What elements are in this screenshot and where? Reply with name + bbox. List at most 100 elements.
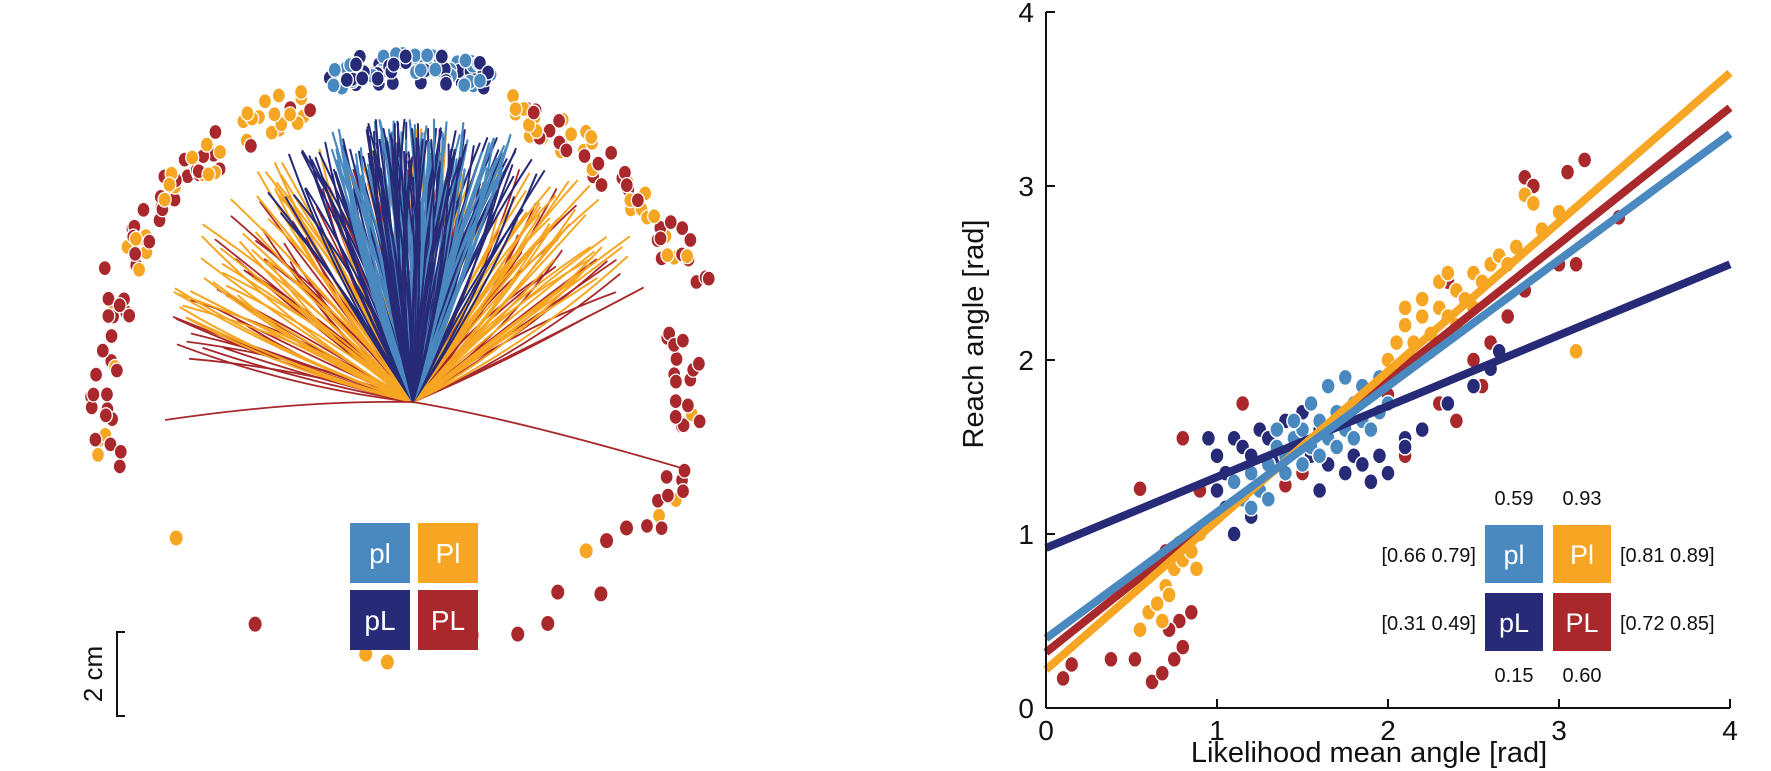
x-axis-label: Likelihood mean angle [rad] [1191, 737, 1547, 769]
endpoint-dot-PL [680, 397, 696, 414]
data-point-Pl [1568, 342, 1584, 361]
trajectory-Pl [202, 223, 414, 403]
endpoint-dot-PL [683, 231, 698, 249]
endpoint-dot-pL [348, 56, 364, 73]
endpoint-dot-Pl [240, 105, 255, 122]
condition-legend: pl Pl pL PL [350, 523, 478, 650]
data-point-Pl [1440, 264, 1456, 282]
endpoint-dot-Pl [199, 136, 214, 153]
endpoint-dot-PL [95, 342, 110, 359]
endpoint-dot-PL [639, 517, 655, 535]
data-point-Pl [1132, 620, 1148, 639]
data-point-PL [1154, 664, 1171, 682]
data-point-Pl [1149, 594, 1165, 613]
data-point-PL [1175, 429, 1191, 448]
endpoint-dot-PL [541, 615, 555, 631]
endpoint-dot-PL [526, 104, 541, 121]
trajectory-pL [368, 135, 414, 403]
left-legend-swatch-Pl [418, 523, 478, 583]
endpoint-dots-group [83, 45, 716, 670]
y-axis-label: Reach angle [rad] [958, 220, 990, 449]
endpoint-dot-Pl [505, 87, 521, 105]
endpoint-dot-PL [591, 155, 606, 172]
data-point-PL [1171, 612, 1188, 630]
data-point-pL [1226, 525, 1242, 543]
trajectory-Pl [252, 276, 414, 403]
endpoint-dot-Pl [185, 149, 200, 166]
trajectory-Pl [220, 247, 414, 403]
endpoint-dot-PL [619, 176, 634, 194]
data-point-Pl [1188, 560, 1205, 578]
left-legend-swatch-PL [418, 590, 478, 650]
endpoint-dot-Pl [579, 543, 593, 559]
data-point-PL [1144, 673, 1160, 691]
endpoint-dot-PL [142, 233, 157, 250]
legend-label-PL: PL [1565, 608, 1598, 638]
trajectory-pl [331, 131, 415, 404]
trajectory-Pl [412, 223, 551, 403]
data-point-pL [1337, 464, 1353, 482]
data-point-pL [1354, 455, 1371, 474]
endpoint-dot-PL [594, 176, 609, 194]
data-point-Pl [1154, 612, 1171, 630]
trajectory-PL [202, 347, 414, 403]
data-point-pL [1209, 481, 1225, 500]
endpoint-dot-Pl [257, 93, 273, 110]
fit-line-pl [1043, 130, 1733, 642]
scale-bar-line [116, 631, 125, 717]
endpoint-dot-pL [434, 48, 449, 65]
endpoint-dot-pL [370, 70, 385, 87]
data-point-Pl [1161, 586, 1177, 604]
data-point-pL [1371, 446, 1388, 465]
endpoint-dot-PL [659, 468, 674, 486]
data-point-pl [1303, 394, 1319, 413]
y-tick-label: 0 [1018, 693, 1034, 724]
trajectory-pL [288, 153, 414, 403]
data-point-Pl [1397, 316, 1413, 334]
reach-trajectories-group [164, 118, 689, 471]
endpoint-dot-pL [438, 75, 454, 92]
data-point-pL [1397, 438, 1413, 456]
legend-ci-PL: [0.72 0.85] [1620, 613, 1715, 635]
trajectory-pL [407, 151, 420, 403]
trajectory-Pl [412, 255, 629, 403]
endpoint-dot-PL [88, 366, 104, 383]
endpoint-dot-PL [669, 350, 684, 368]
endpoint-dot-Pl [508, 101, 523, 118]
fit-line-pL [1044, 260, 1732, 552]
endpoint-dot-pL [339, 71, 354, 89]
endpoint-dot-Pl [169, 530, 183, 546]
endpoint-dot-PL [88, 431, 103, 448]
endpoint-dot-PL [701, 270, 716, 287]
endpoint-dot-PL [654, 520, 669, 537]
endpoint-dot-PL [113, 443, 128, 460]
data-point-pL [1200, 429, 1217, 448]
data-point-pl [1269, 420, 1285, 439]
data-point-pl [1286, 412, 1302, 430]
data-point-pl [1260, 490, 1277, 508]
data-point-PL [1559, 163, 1576, 181]
data-point-Pl [1414, 307, 1430, 326]
left-legend-swatch-pL [350, 590, 410, 650]
data-point-PL [1576, 151, 1593, 169]
endpoint-dot-PL [103, 436, 118, 453]
endpoint-dot-Pl [680, 247, 695, 265]
endpoint-dot-PL [551, 112, 567, 129]
trajectory-pL [412, 143, 467, 403]
data-point-PL [1063, 655, 1080, 674]
endpoint-dot-PL [208, 123, 223, 141]
x-tick-label: 2 [1380, 715, 1396, 746]
data-point-PL [1055, 669, 1071, 688]
endpoint-dot-PL [86, 386, 101, 403]
endpoint-dot-PL [302, 101, 318, 119]
endpoint-dot-Pl [660, 246, 675, 264]
trajectory-pL [412, 196, 515, 403]
left-legend-label-pL: pL [364, 605, 395, 636]
endpoint-dot-Pl [359, 646, 373, 662]
endpoint-dot-Pl [282, 106, 298, 123]
x-tick-label: 4 [1722, 715, 1738, 746]
trajectory-PL [412, 315, 590, 403]
endpoint-dot-PL [604, 144, 619, 162]
endpoint-dot-pl [420, 47, 435, 64]
data-point-pl [1311, 446, 1328, 465]
